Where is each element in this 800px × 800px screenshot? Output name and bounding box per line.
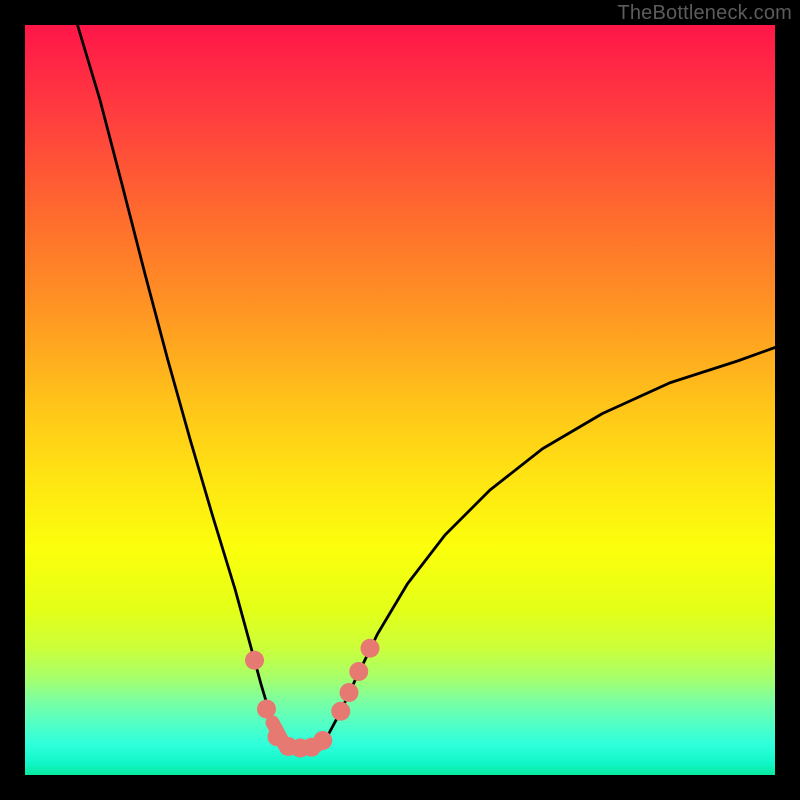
curve-marker (331, 702, 350, 721)
curve-marker (340, 683, 359, 702)
plot-background-gradient (25, 25, 775, 775)
chart-container: TheBottleneck.com (0, 0, 800, 800)
curve-marker (245, 651, 264, 670)
bottleneck-chart (0, 0, 800, 800)
curve-marker (361, 639, 380, 658)
curve-marker (313, 731, 332, 750)
curve-marker (349, 662, 368, 681)
curve-marker (257, 700, 276, 719)
watermark-text: TheBottleneck.com (617, 2, 792, 25)
